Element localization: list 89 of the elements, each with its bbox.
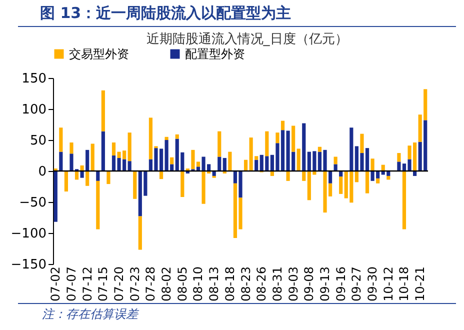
x-tick-label: 07-23	[128, 266, 142, 302]
bar	[128, 161, 132, 171]
y-tick-label: −100	[10, 226, 46, 242]
bar	[370, 158, 374, 171]
bar	[334, 164, 338, 171]
bar	[228, 152, 232, 171]
bar	[80, 165, 84, 171]
bar	[318, 146, 322, 152]
bar	[96, 171, 100, 181]
bar	[222, 158, 226, 171]
bar	[133, 171, 137, 199]
bar	[376, 178, 380, 184]
bar	[302, 123, 306, 171]
bar	[86, 171, 90, 186]
x-tick-label: 10-12	[381, 266, 396, 302]
x-tick-label: 08-23	[238, 266, 253, 302]
bar	[175, 134, 179, 139]
bar	[402, 171, 406, 230]
x-tick-label: 09-03	[286, 266, 300, 302]
x-tick-label: 08-10	[191, 266, 206, 302]
bar	[128, 132, 132, 162]
x-tick-label: 07-28	[144, 266, 158, 302]
bar	[101, 90, 105, 132]
chart-title: 图 13：近一周陆股流入以配置型为主	[18, 0, 456, 27]
bar	[360, 134, 364, 154]
bar	[280, 120, 285, 130]
y-tick-label: −150	[10, 258, 46, 272]
bar	[90, 144, 94, 171]
bar	[339, 176, 343, 194]
bar	[59, 128, 63, 152]
text: 注：存在估算误差	[18, 303, 456, 323]
bar	[159, 171, 164, 180]
x-tick-label: 07-02	[48, 266, 63, 302]
bar	[64, 171, 68, 192]
bar	[334, 156, 338, 164]
bar	[80, 171, 84, 178]
legend-label: 配置型外资	[185, 47, 245, 61]
bar	[70, 142, 74, 154]
bar	[292, 126, 296, 152]
y-tick-label: −50	[19, 196, 46, 210]
y-tick-label: 0	[38, 164, 46, 180]
bar	[286, 171, 290, 181]
bar	[365, 171, 370, 194]
bar	[276, 132, 280, 144]
x-tick-label: 09-16	[334, 266, 348, 302]
bar	[397, 153, 401, 162]
bar	[96, 180, 100, 230]
bar	[386, 176, 390, 180]
bar	[354, 171, 358, 182]
x-tick-label: 10-21	[413, 266, 428, 302]
x-tick-label: 09-27	[350, 266, 364, 302]
x-tick-label: 08-13	[207, 266, 222, 302]
bar	[170, 157, 174, 164]
y-tick-label: 50	[30, 134, 46, 148]
x-tick-label: 08-26	[254, 266, 269, 302]
bar	[302, 171, 306, 181]
legend-label: 交易型外资	[69, 47, 129, 61]
x-tick-label: 09-30	[366, 266, 380, 302]
bar	[265, 131, 269, 156]
bar	[74, 171, 79, 180]
y-tick-label: 150	[22, 72, 46, 86]
bar	[101, 131, 105, 171]
x-tick-label: 08-18	[222, 266, 237, 302]
bar	[254, 160, 258, 171]
bar	[106, 171, 110, 184]
bar	[138, 216, 142, 250]
x-tick-label: 08-31	[270, 266, 284, 302]
bar	[218, 131, 222, 157]
x-tick-label: 09-08	[302, 266, 316, 302]
x-tick-label: 07-15	[96, 266, 110, 302]
bar	[86, 150, 90, 171]
x-tick-label: 07-07	[64, 266, 78, 302]
bar	[164, 136, 168, 140]
bar	[54, 171, 58, 222]
bar	[244, 160, 248, 171]
chart-subtitle: 近期陆股通流入情况_日度（亿元）	[145, 31, 349, 48]
bar	[59, 152, 63, 171]
bar	[350, 128, 354, 171]
y-tick-label: 100	[22, 102, 46, 118]
x-tick-label: 08-02	[160, 266, 174, 302]
x-tick-label: 10-18	[397, 266, 412, 302]
bar	[218, 156, 222, 171]
x-tick-label: 07-12	[80, 266, 94, 302]
x-tick-label: 09-13	[318, 266, 332, 302]
x-tick-label: 08-05	[175, 266, 190, 302]
bar	[296, 148, 300, 171]
bar	[328, 171, 332, 184]
x-tick-label: 07-20	[112, 266, 126, 302]
bar	[180, 171, 184, 198]
